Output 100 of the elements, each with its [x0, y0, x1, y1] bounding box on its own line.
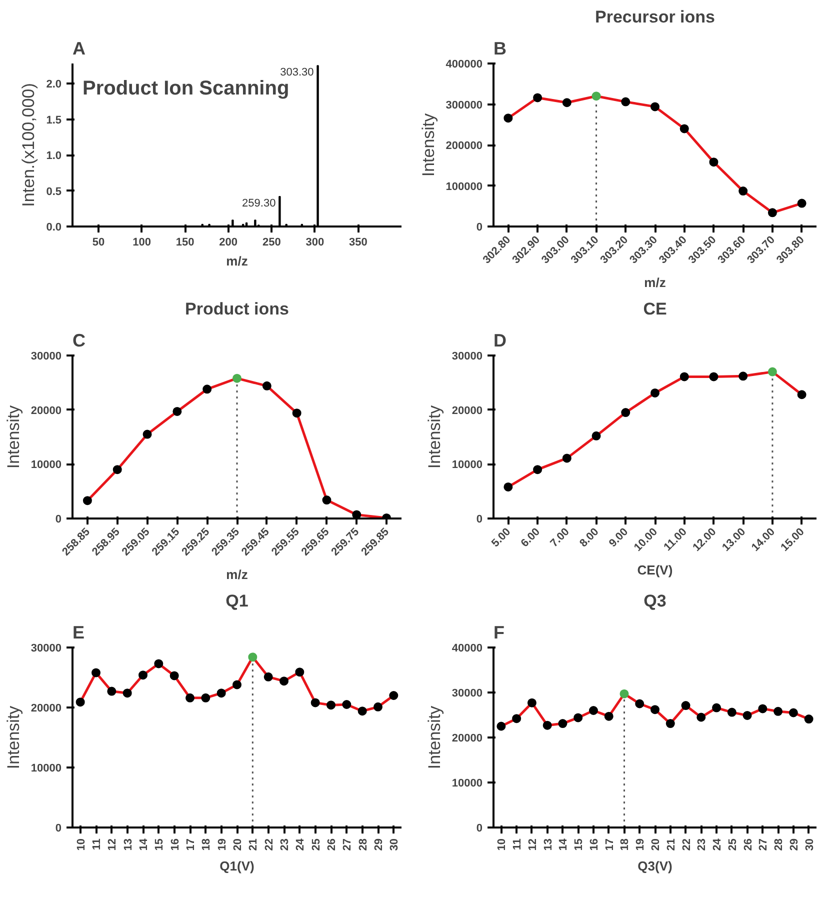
x-tick-label: 9.00 [606, 526, 631, 550]
y-tick-label: 0 [476, 822, 483, 834]
y-tick-label: 20000 [30, 702, 62, 714]
text: B [494, 38, 506, 58]
x-tick-label: 11 [512, 838, 524, 850]
x-axis-title: Q3(V) [638, 858, 672, 874]
text: C [72, 330, 86, 350]
x-tick-label: 18 [200, 838, 213, 851]
chart-title: Product ions [185, 300, 289, 318]
chart-title: Precursor ions [595, 8, 716, 26]
x-tick-label: 16 [588, 838, 600, 851]
y-tick-label: 10000 [30, 762, 62, 774]
x-tick-label: 20 [232, 838, 244, 851]
y-tick-label: 30000 [30, 642, 62, 654]
x-tick-label: 23 [696, 838, 708, 851]
y-tick-label: 300000 [446, 99, 483, 112]
y-tick-label: 200000 [446, 140, 483, 152]
x-tick-label: 12 [526, 838, 539, 851]
x-tick-label: 21 [665, 838, 678, 851]
x-tick-label: 14 [558, 838, 570, 851]
y-tick-label: 30000 [452, 688, 483, 700]
x-axis-title: m/z [226, 566, 248, 582]
y-axis-title: Inten.(x100,000) [19, 83, 38, 207]
x-tick-label: 13 [122, 838, 134, 851]
x-tick-label: 24 [294, 838, 307, 851]
y-tick-label: 30000 [30, 350, 62, 362]
x-axis-title: Q1(V) [220, 858, 254, 874]
x-tick-label: 300 [306, 236, 324, 248]
y-tick-label: 1.5 [46, 114, 62, 126]
x-tick-label: 22 [680, 838, 693, 851]
y-axis-title: Intensity [4, 705, 23, 770]
y-tick-label: 20000 [452, 732, 483, 744]
x-tick-label: 15 [573, 838, 586, 851]
x-tick-label: 30 [388, 838, 401, 851]
x-axis-title: CE(V) [637, 562, 673, 578]
x-tick-label: 22 [263, 838, 276, 851]
y-tick-label: 400000 [446, 58, 483, 70]
x-axis-title: m/z [226, 254, 248, 268]
x-tick-label: 18 [619, 838, 632, 851]
y-axis-title: Intensity [418, 112, 438, 177]
x-tick-label: 28 [357, 838, 370, 851]
chart-title: Q3 [644, 592, 666, 610]
x-tick-label: 5.00 [490, 526, 514, 550]
x-tick-label: 11 [91, 838, 103, 850]
x-tick-label: 350 [349, 236, 368, 248]
chart-title: Q1 [226, 592, 248, 610]
text: F [494, 622, 504, 642]
y-axis-title: Intensity [424, 404, 444, 469]
y-tick-label: 0.5 [46, 186, 62, 198]
x-tick-label: 12 [106, 838, 119, 851]
x-tick-label: 6.00 [518, 526, 543, 550]
x-tick-label: 29 [373, 838, 385, 851]
y-tick-label: 1.0 [46, 150, 62, 162]
x-tick-label: 15 [154, 838, 166, 851]
x-tick-label: 27 [342, 838, 354, 851]
annotation: 303.30 [280, 66, 314, 79]
x-tick-label: 17 [185, 838, 197, 851]
annotation: 259.30 [242, 197, 276, 210]
x-axis-title: m/z [644, 274, 666, 290]
x-tick-label: 10 [75, 838, 88, 851]
text: E [72, 622, 85, 642]
x-tick-label: 13 [542, 838, 554, 851]
text: A [72, 38, 86, 58]
x-tick-label: 23 [279, 838, 291, 851]
x-tick-label: 19 [216, 838, 228, 851]
x-tick-label: 100 [132, 236, 151, 248]
x-tick-label: 10 [496, 838, 508, 851]
x-tick-label: 19 [634, 838, 647, 851]
y-tick-label: 10000 [452, 459, 483, 472]
x-tick-label: 29 [788, 838, 800, 851]
y-tick-label: 0 [55, 822, 62, 834]
x-tick-label: 150 [176, 236, 194, 248]
x-tick-label: 8.00 [578, 526, 602, 550]
x-tick-label: 7.00 [548, 526, 572, 550]
y-tick-label: 10000 [30, 459, 62, 472]
y-axis-title: Intensity [424, 705, 444, 770]
x-tick-label: 50 [92, 236, 105, 248]
text: D [494, 330, 506, 350]
x-tick-label: 14 [138, 838, 150, 851]
y-tick-label: 30000 [452, 350, 483, 362]
y-tick-label: 10000 [452, 778, 483, 790]
y-tick-label: 40000 [452, 642, 483, 654]
x-tick-label: 26 [326, 838, 338, 851]
y-tick-label: 100000 [446, 180, 483, 193]
x-tick-label: 16 [169, 838, 182, 851]
x-tick-label: 24 [712, 838, 724, 851]
y-tick-label: 2.0 [46, 78, 62, 91]
x-tick-label: 21 [248, 838, 260, 851]
chart-title: CE [643, 300, 667, 318]
x-tick-label: 20 [650, 838, 662, 851]
y-tick-label: 20000 [30, 404, 62, 417]
x-tick-label: 25 [310, 838, 322, 851]
x-tick-label: 25 [726, 838, 739, 851]
x-tick-label: 250 [262, 236, 281, 248]
y-tick-label: 0 [476, 514, 483, 526]
y-tick-label: 20000 [452, 404, 483, 417]
y-axis-title: Intensity [4, 404, 23, 469]
x-tick-label: 26 [742, 838, 754, 851]
x-tick-label: 200 [219, 236, 238, 248]
x-tick-label: 28 [773, 838, 786, 851]
